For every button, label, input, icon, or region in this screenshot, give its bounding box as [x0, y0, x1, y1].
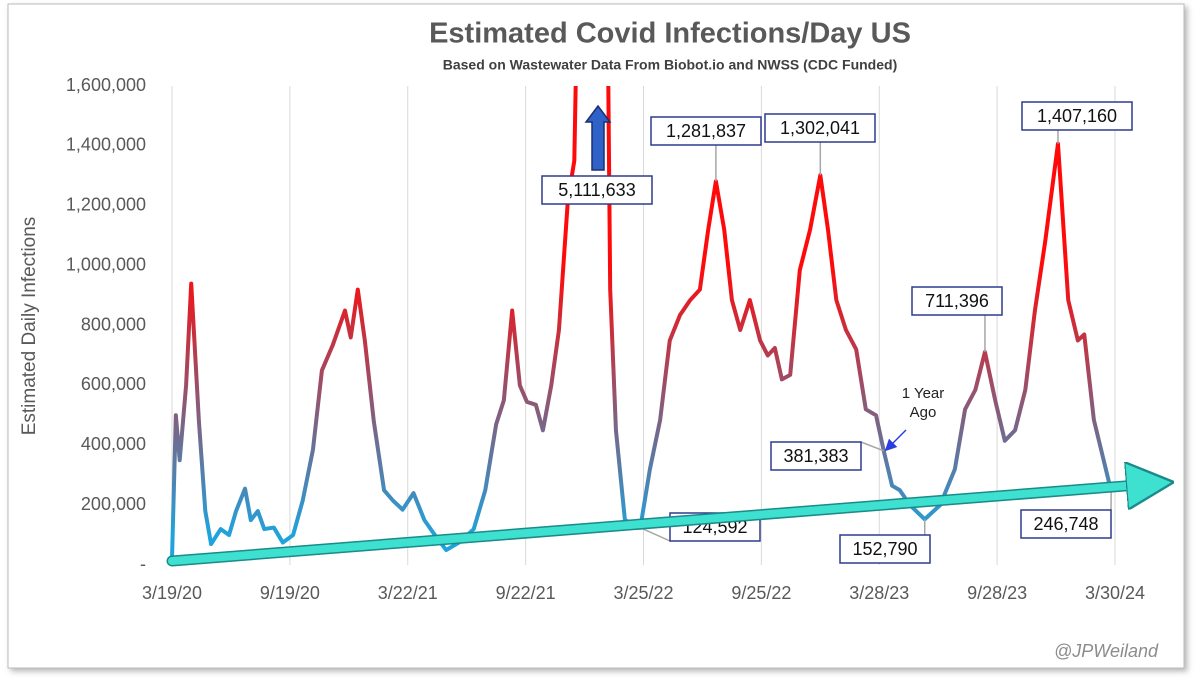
- x-tick-label: 3/30/24: [1085, 583, 1145, 603]
- y-tick-label: 1,600,000: [66, 75, 146, 95]
- card: [8, 4, 1184, 668]
- x-tick-label: 3/22/21: [378, 583, 438, 603]
- chart-subtitle: Based on Wastewater Data From Biobot.io …: [443, 57, 898, 73]
- x-tick-label: 9/22/21: [496, 583, 556, 603]
- y-tick-label: 1,000,000: [66, 254, 146, 274]
- y-tick-label: 800,000: [81, 314, 146, 334]
- data-label: 5,111,633: [558, 180, 635, 200]
- x-tick-label: 3/25/22: [613, 583, 673, 603]
- data-label: 711,396: [925, 291, 989, 311]
- x-tick-label: 3/19/20: [142, 583, 202, 603]
- x-tick-label: 9/19/20: [260, 583, 320, 603]
- y-tick-label: 400,000: [81, 434, 146, 454]
- y-axis-label: Estimated Daily Infections: [19, 217, 40, 436]
- y-tick-label: 1,200,000: [66, 195, 146, 215]
- data-label: 1,302,041: [780, 118, 860, 138]
- data-label: 152,790: [852, 539, 917, 559]
- credit: @JPWeiland: [1054, 641, 1159, 661]
- data-label: 246,748: [1033, 514, 1098, 534]
- x-tick-label: 9/25/22: [731, 583, 791, 603]
- x-tick-label: 3/28/23: [849, 583, 909, 603]
- y-tick-label: 1,400,000: [66, 135, 146, 155]
- note: 1 Year Ago: [893, 384, 953, 422]
- y-tick-label: -: [140, 554, 146, 574]
- data-label: 1,407,160: [1037, 106, 1117, 126]
- data-label: 381,383: [783, 446, 848, 466]
- data-label: 1,281,837: [666, 121, 746, 141]
- x-tick-label: 9/28/23: [967, 583, 1027, 603]
- chart-title: Estimated Covid Infections/Day US: [429, 18, 911, 50]
- y-tick-label: 600,000: [81, 374, 146, 394]
- y-tick-label: 200,000: [81, 494, 146, 514]
